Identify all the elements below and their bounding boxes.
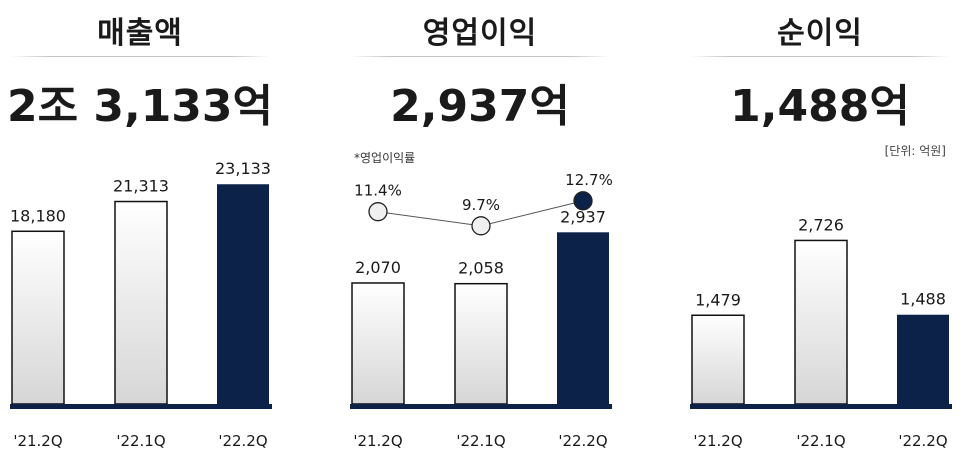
bar-3: [217, 184, 269, 404]
net-income-total: 1,488억: [730, 81, 910, 132]
baseline: [690, 404, 952, 409]
bar-1: [11, 230, 65, 405]
operating-profit-total: 2,937억: [390, 81, 570, 132]
x-tick-label: '22.1Q: [456, 432, 505, 450]
margin-point: [471, 216, 491, 236]
baseline: [10, 404, 272, 409]
margin-label: 9.7%: [462, 196, 500, 214]
operating-profit-title: 영업이익: [422, 16, 538, 51]
operating-profit-divider: [350, 56, 610, 57]
baseline: [350, 404, 612, 409]
x-tick-label: '21.2Q: [13, 432, 62, 450]
bar-3: [557, 232, 609, 404]
bar-2: [454, 282, 508, 405]
net-income-divider: [690, 56, 950, 57]
x-tick-label: '21.2Q: [693, 432, 742, 450]
bar-value-label: 18,180: [10, 206, 66, 225]
bar-2: [794, 239, 848, 405]
net-income-title: 순이익: [777, 16, 863, 51]
bar-value-label: 23,133: [215, 159, 271, 178]
x-tick-label: '22.2Q: [558, 432, 607, 450]
net-income-chart: 1,479 '21.2Q 2,726 '22.1Q 1,488 '22.2Q: [690, 215, 952, 450]
x-tick-label: '22.2Q: [898, 432, 947, 450]
operating-profit-chart: 2,070 '21.2Q 2,058 '22.1Q 2,937 '22.2Q 11.4% 9.…: [350, 171, 613, 450]
revenue-title: 매출액: [97, 16, 183, 51]
bar-value-label: 2,726: [798, 215, 844, 234]
revenue-total: 2조 3,133억: [6, 81, 274, 132]
margin-point: [573, 191, 593, 211]
bar-value-label: 1,488: [900, 290, 946, 309]
unit-label: [단위: 억원]: [884, 144, 946, 158]
bar-3: [897, 314, 949, 404]
operating-margin-note: *영업이익률: [354, 151, 416, 165]
bar-1: [691, 314, 745, 405]
margin-point: [368, 202, 388, 222]
bar-value-label: 21,313: [113, 177, 169, 196]
revenue-divider: [10, 56, 270, 57]
net-income-panel: 순이익 1,488억 [단위: 억원] 1,479 '21.2Q 2,726 '22.…: [680, 0, 960, 460]
bar-value-label: 1,479: [695, 290, 741, 309]
x-tick-label: '22.1Q: [796, 432, 845, 450]
margin-label: 11.4%: [354, 182, 402, 200]
bar-value-label: 2,058: [458, 259, 504, 278]
x-tick-label: '22.2Q: [218, 432, 267, 450]
margin-label: 12.7%: [565, 171, 613, 189]
x-tick-label: '21.2Q: [353, 432, 402, 450]
bar-value-label: 2,070: [355, 258, 401, 277]
bar-2: [114, 200, 168, 405]
x-tick-label: '22.1Q: [116, 432, 165, 450]
bar-value-label: 2,937: [560, 207, 606, 226]
revenue-panel: 매출액 2조 3,133억 18,180 '21.2Q 21,313 '22.1Q 23…: [0, 0, 280, 460]
operating-profit-panel: 영업이익 2,937억 *영업이익률 2,070 '21.2Q 2,058 '22.1…: [340, 0, 620, 460]
revenue-chart: 18,180 '21.2Q 21,313 '22.1Q 23,133 '22.2Q: [10, 159, 272, 450]
bar-1: [351, 282, 405, 405]
